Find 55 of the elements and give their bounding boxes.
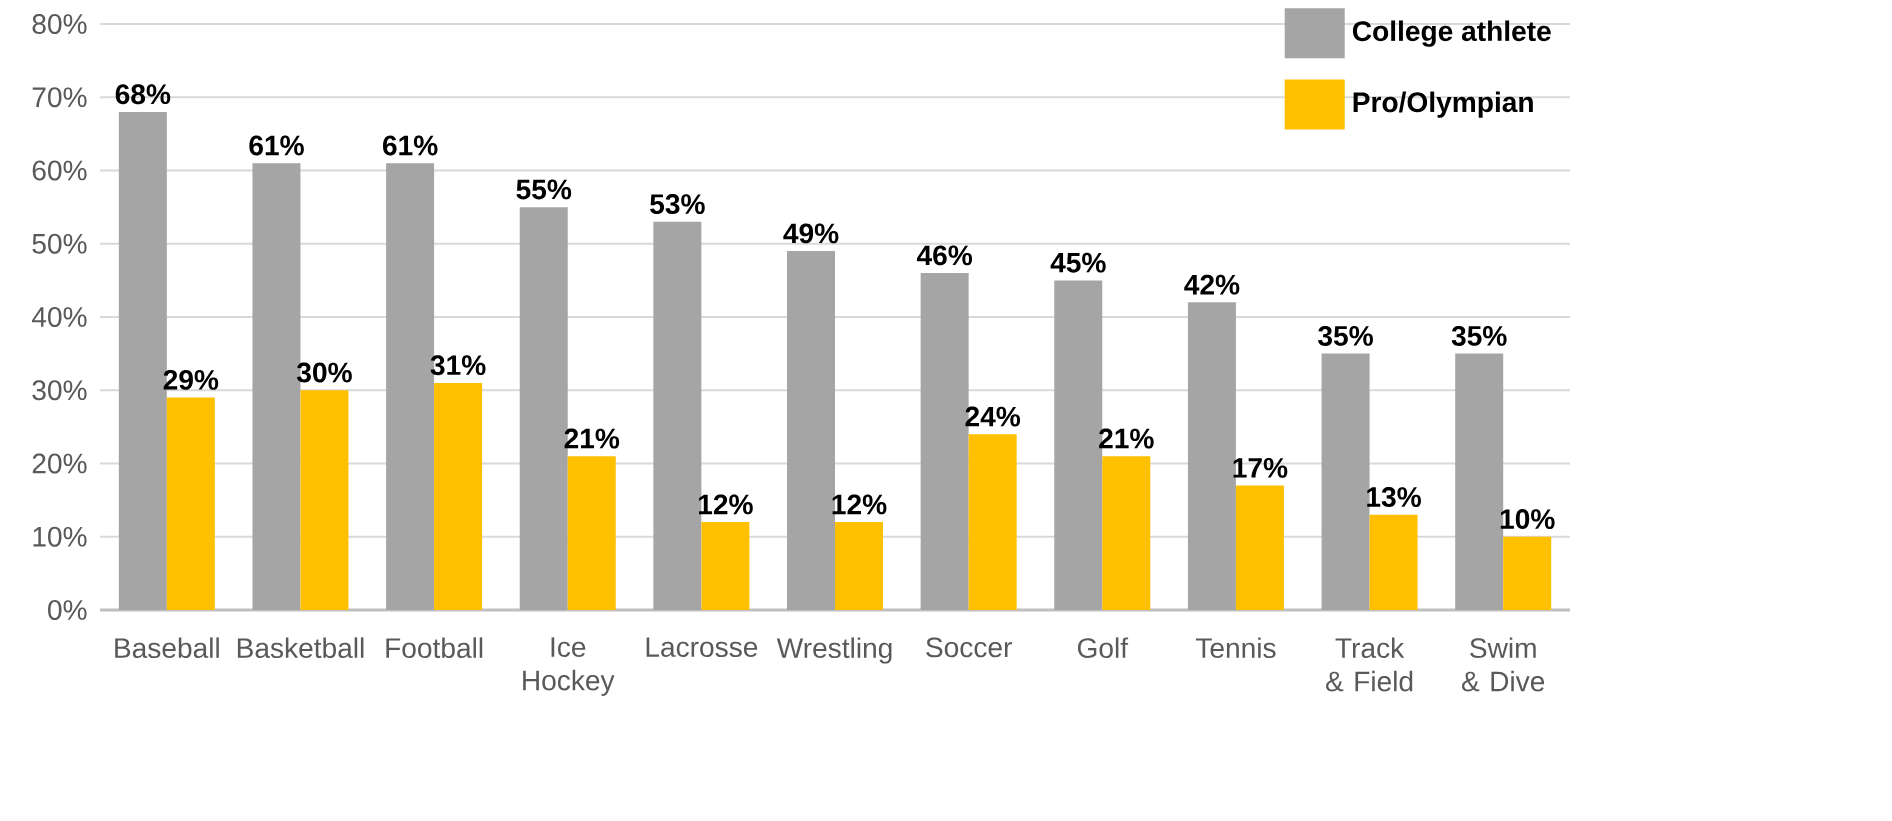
data-label: 30% — [296, 362, 352, 383]
data-label: 10% — [1500, 509, 1555, 530]
x-tick-label: Ice Hockey — [523, 637, 615, 696]
bar — [567, 456, 616, 610]
data-label: 13% — [1367, 487, 1421, 508]
y-tick-label: 60% — [32, 160, 87, 181]
data-label: 45% — [1050, 252, 1106, 273]
x-tick-label: Golf — [1077, 637, 1129, 659]
data-label: 21% — [1099, 428, 1154, 449]
bar — [1235, 485, 1284, 610]
bar — [434, 382, 483, 610]
data-label: 24% — [965, 406, 1021, 427]
bar — [300, 390, 349, 610]
data-label: 35% — [1451, 325, 1507, 346]
y-tick-label: 40% — [31, 307, 87, 327]
bar — [166, 397, 215, 610]
legend-label: Pro/Olympian — [1353, 91, 1533, 118]
data-label: 61% — [383, 135, 438, 156]
x-tick-label: Tennis — [1195, 637, 1276, 659]
data-label: 68% — [115, 84, 171, 105]
y-tick-label: 0% — [48, 600, 87, 620]
x-tick-label: Track & Field — [1326, 637, 1413, 692]
data-label: 21% — [564, 428, 620, 449]
bar — [1503, 536, 1552, 610]
data-label: 42% — [1184, 274, 1240, 295]
y-tick-label: 20% — [32, 453, 87, 474]
y-tick-label: 70% — [32, 87, 87, 108]
x-tick-label: Lacrosse — [646, 637, 758, 658]
data-label: 46% — [916, 245, 973, 266]
legend-label: College athlete — [1352, 20, 1551, 47]
x-tick-label: Wrestling — [776, 637, 892, 664]
y-tick-label: 80% — [32, 14, 87, 34]
data-label: 12% — [832, 494, 887, 515]
data-label: 53% — [650, 194, 705, 215]
x-tick-label: Basketball — [237, 637, 364, 659]
bar — [835, 522, 884, 610]
x-tick-label: Soccer — [926, 637, 1012, 658]
y-tick-label: 50% — [32, 233, 87, 254]
bar — [701, 522, 750, 610]
bar — [1369, 514, 1418, 610]
x-tick-label: Swim & Dive — [1462, 637, 1545, 692]
data-label: 61% — [249, 135, 304, 156]
bar — [1102, 456, 1151, 610]
bar — [968, 434, 1017, 610]
data-label: 29% — [163, 369, 219, 390]
data-label: 49% — [783, 223, 839, 244]
data-label: 17% — [1233, 457, 1288, 478]
data-label: 55% — [516, 179, 572, 200]
x-tick-label: Football — [386, 637, 483, 659]
data-label: 35% — [1318, 325, 1373, 346]
y-tick-label: 30% — [32, 380, 87, 401]
data-label: 31% — [430, 355, 486, 376]
data-label: 12% — [699, 494, 753, 515]
y-tick-label: 10% — [33, 526, 87, 547]
x-tick-label: Baseball — [115, 637, 219, 659]
